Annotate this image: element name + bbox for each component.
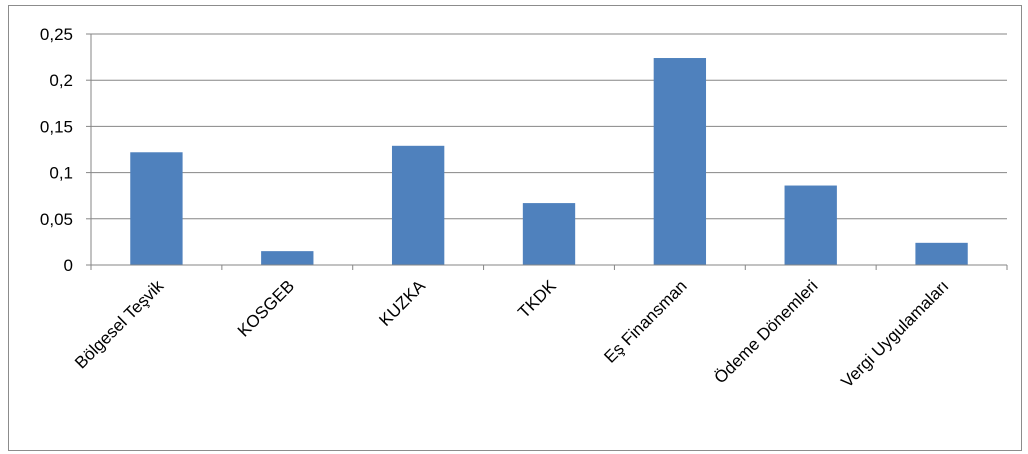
y-tick-label: 0,05	[40, 210, 73, 229]
bar	[653, 58, 707, 265]
bar	[130, 152, 183, 265]
bar	[391, 145, 445, 265]
y-tick-label: 0,2	[49, 71, 73, 90]
axes	[86, 33, 1008, 270]
x-category-label: TKDK	[514, 276, 560, 322]
x-category-label: Eş Finansman	[600, 276, 690, 366]
x-category-label: KOSGEB	[234, 276, 298, 340]
x-category-label: Vergi Uygulamaları	[837, 276, 952, 391]
y-tick-label: 0	[64, 256, 73, 275]
y-tick-label: 0,1	[49, 164, 73, 183]
bar	[261, 251, 314, 265]
x-category-label: Bölgesel Teşvik	[71, 276, 167, 372]
x-category-label: KUZKA	[375, 276, 429, 330]
y-tick-label: 0,25	[40, 25, 73, 44]
bar	[915, 242, 968, 265]
bar	[784, 185, 837, 265]
gridlines	[91, 33, 1007, 220]
bar	[522, 203, 576, 265]
bars	[130, 58, 968, 265]
y-tick-label: 0,15	[40, 117, 73, 136]
x-category-label: Ödeme Dönemleri	[711, 276, 822, 387]
